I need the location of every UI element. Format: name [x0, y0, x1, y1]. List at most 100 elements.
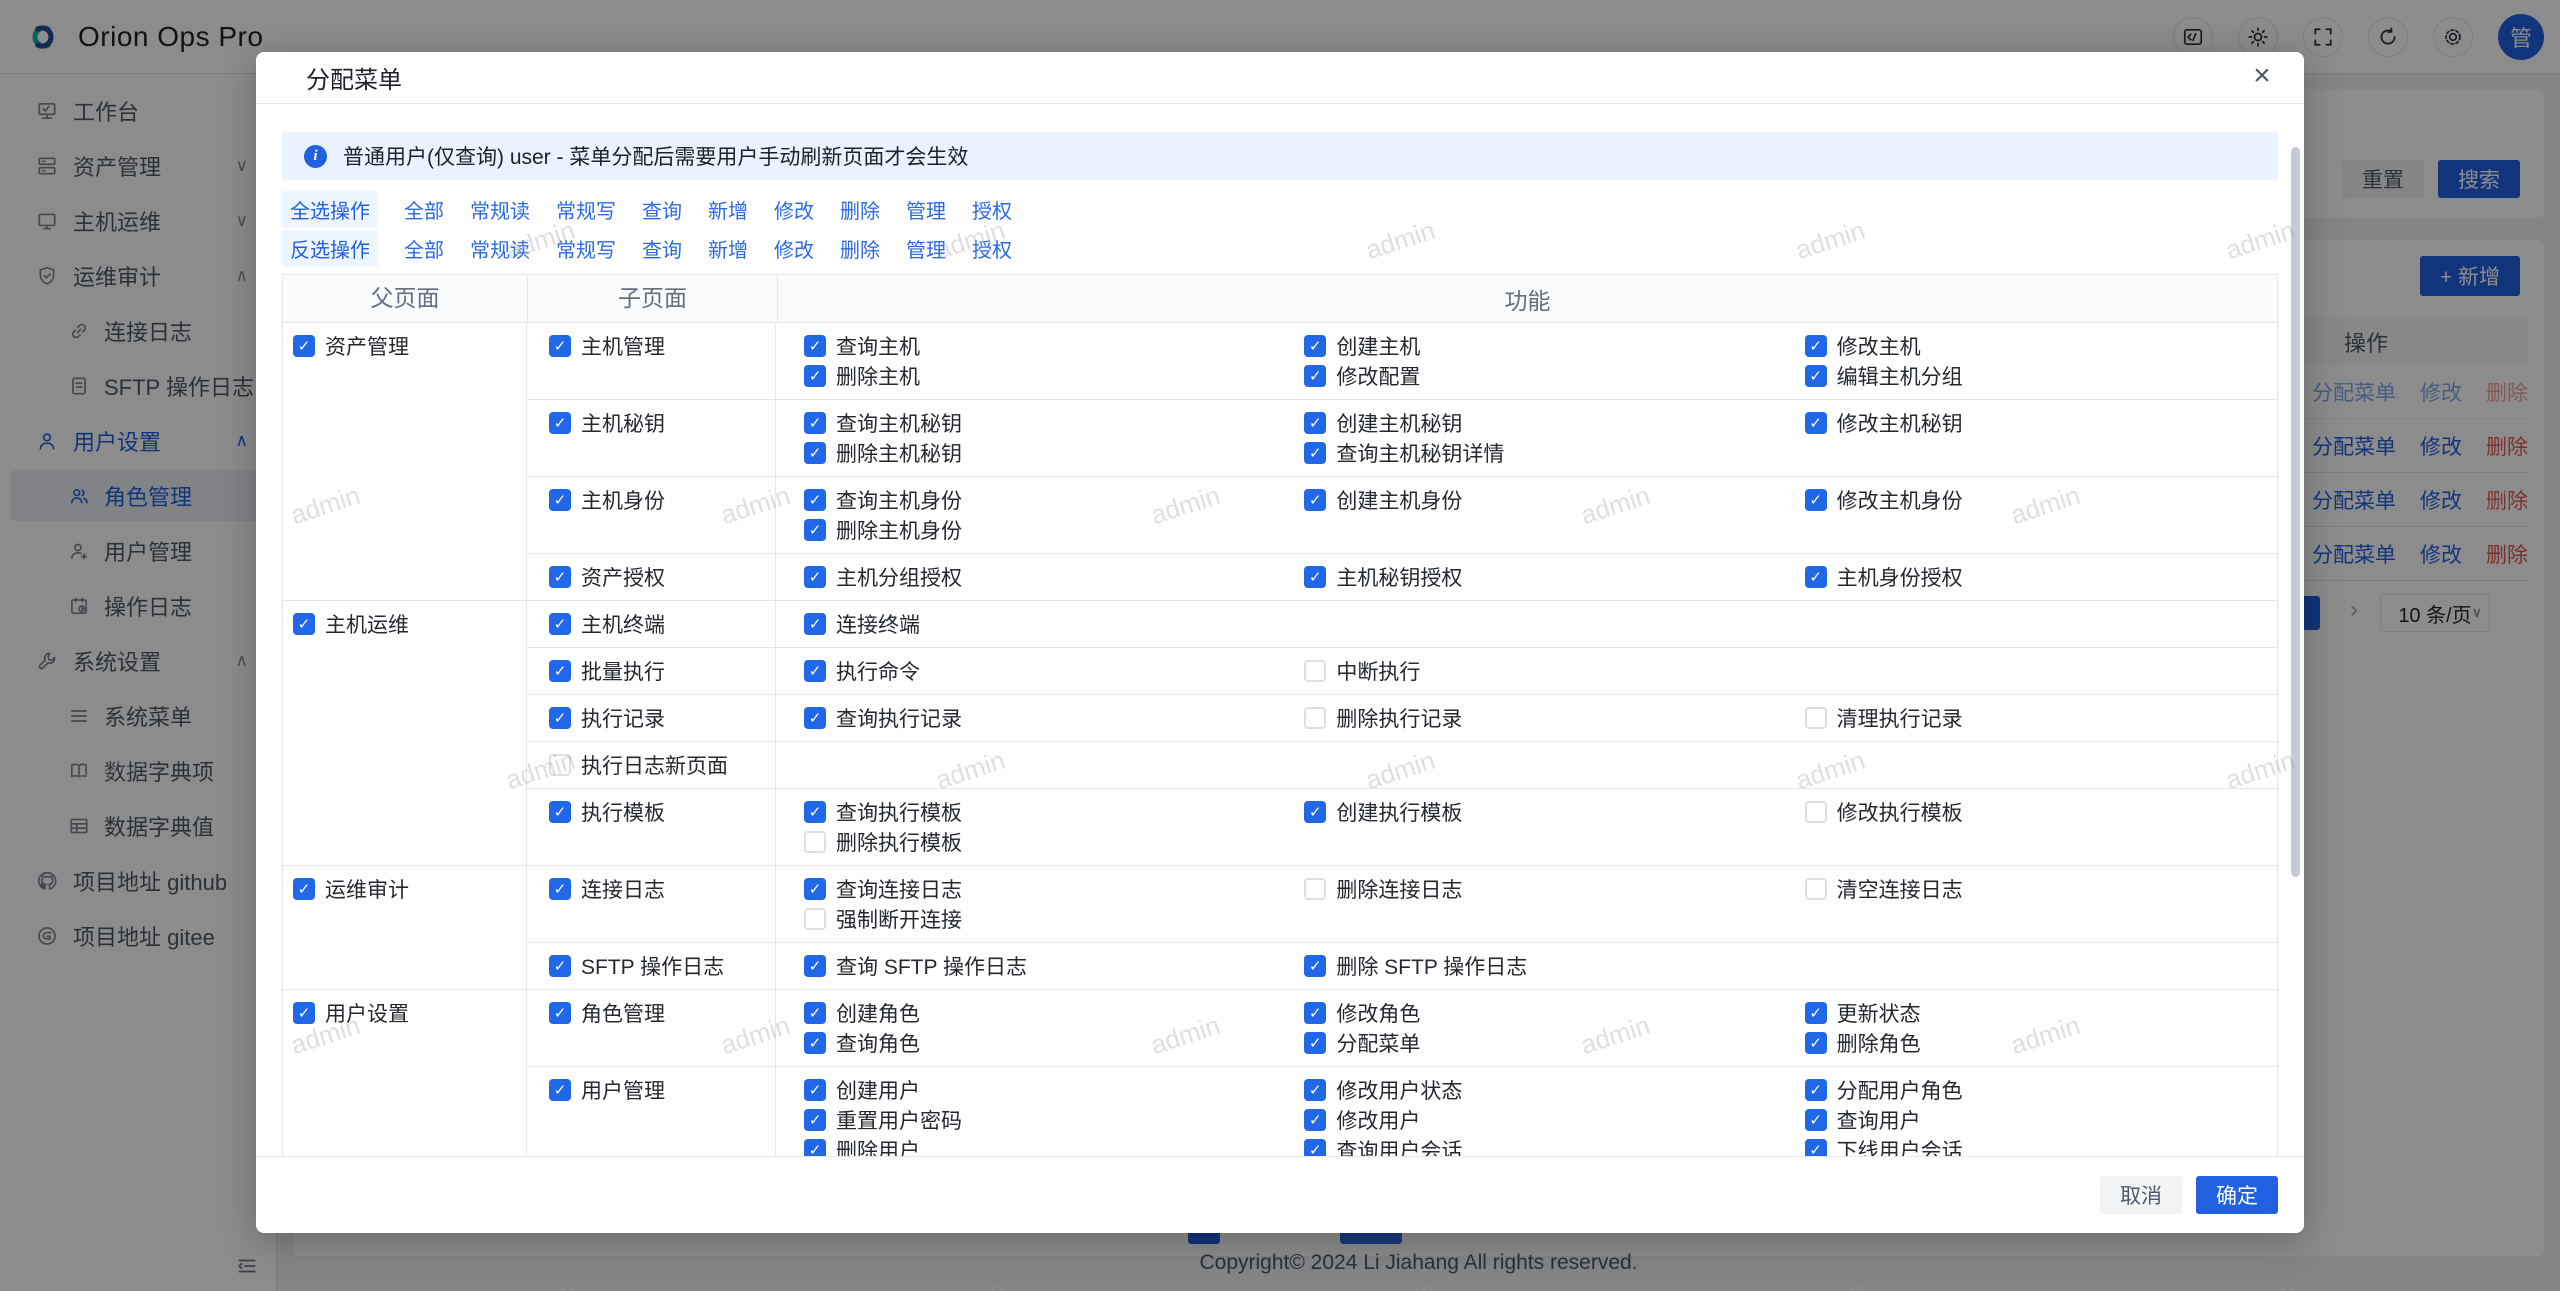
invert-ops-link[interactable]: 反选操作 — [282, 229, 378, 267]
checkbox[interactable]: ✓ — [804, 660, 826, 682]
sidebar-item[interactable]: 角色管理 — [0, 468, 276, 523]
checkbox[interactable]: ✓ — [1804, 1079, 1827, 1101]
add-button[interactable]: + 新增 — [2419, 256, 2520, 296]
checkbox[interactable]: ✓ — [1804, 707, 1827, 729]
checkbox[interactable]: ✓ — [1804, 1032, 1827, 1054]
checkbox[interactable]: ✓ — [293, 335, 315, 357]
checkbox[interactable]: ✓ — [1804, 878, 1827, 900]
checkbox[interactable]: ✓ — [804, 1032, 826, 1054]
checkbox[interactable]: ✓ — [549, 754, 571, 776]
checkbox[interactable]: ✓ — [804, 1002, 826, 1024]
delete-link[interactable]: 删除 — [2486, 543, 2528, 567]
checkbox[interactable]: ✓ — [804, 519, 826, 541]
checkbox[interactable]: ✓ — [549, 660, 571, 682]
edit-link[interactable]: 修改 — [2420, 435, 2462, 459]
edit-link[interactable]: 修改 — [2420, 381, 2462, 405]
checkbox[interactable]: ✓ — [549, 335, 571, 357]
sidebar-item[interactable]: 项目地址 github — [0, 853, 276, 908]
filter-link[interactable]: 全部 — [404, 239, 444, 262]
checkbox[interactable]: ✓ — [549, 878, 571, 900]
delete-link[interactable]: 删除 — [2486, 381, 2528, 405]
filter-link[interactable]: 修改 — [774, 200, 814, 223]
checkbox[interactable]: ✓ — [1304, 1109, 1327, 1131]
modal-scrollbar[interactable] — [2291, 147, 2300, 877]
checkbox[interactable]: ✓ — [549, 955, 571, 977]
checkbox[interactable]: ✓ — [804, 1139, 826, 1156]
edit-link[interactable]: 修改 — [2420, 489, 2462, 513]
checkbox[interactable]: ✓ — [804, 1079, 826, 1101]
filter-link[interactable]: 新增 — [708, 239, 748, 262]
sidebar-item[interactable]: 数据字典项 — [0, 743, 276, 798]
sidebar-item[interactable]: 数据字典值 — [0, 798, 276, 853]
edit-link[interactable]: 修改 — [2420, 543, 2462, 567]
checkbox[interactable]: ✓ — [1304, 442, 1327, 464]
avatar[interactable]: 管 — [2498, 13, 2544, 60]
checkbox[interactable]: ✓ — [1304, 365, 1327, 387]
checkbox[interactable]: ✓ — [1804, 412, 1827, 434]
assign-menu-link[interactable]: 分配菜单 — [2312, 489, 2396, 513]
sidebar-item[interactable]: 用户设置 ∧ — [0, 413, 276, 468]
fullscreen-button[interactable] — [2303, 16, 2343, 57]
checkbox[interactable]: ✓ — [1304, 489, 1327, 511]
search-button[interactable]: 搜索 — [2438, 160, 2520, 198]
checkbox[interactable]: ✓ — [1804, 566, 1827, 588]
checkbox[interactable]: ✓ — [1304, 878, 1327, 900]
checkbox[interactable]: ✓ — [1804, 335, 1827, 357]
sidebar-item[interactable]: 资产管理 ∨ — [0, 138, 276, 193]
filter-link[interactable]: 常规写 — [556, 239, 616, 262]
sidebar-item[interactable]: 工作台 — [0, 83, 276, 138]
checkbox[interactable]: ✓ — [1804, 1002, 1827, 1024]
checkbox[interactable]: ✓ — [1304, 707, 1327, 729]
checkbox[interactable]: ✓ — [804, 955, 826, 977]
checkbox[interactable]: ✓ — [804, 412, 826, 434]
checkbox[interactable]: ✓ — [1804, 1109, 1827, 1131]
checkbox[interactable]: ✓ — [804, 365, 826, 387]
checkbox[interactable]: ✓ — [1304, 1139, 1327, 1156]
sidebar-item[interactable]: 系统设置 ∧ — [0, 633, 276, 688]
select-all-ops-link[interactable]: 全选操作 — [282, 190, 378, 228]
filter-link[interactable]: 修改 — [774, 239, 814, 262]
filter-link[interactable]: 删除 — [840, 239, 880, 262]
checkbox[interactable]: ✓ — [293, 613, 315, 635]
checkbox[interactable]: ✓ — [804, 831, 826, 853]
sidebar-item[interactable]: 主机运维 ∨ — [0, 193, 276, 248]
filter-link[interactable]: 查询 — [642, 200, 682, 223]
sidebar-item[interactable]: 项目地址 gitee — [0, 908, 276, 963]
settings-button[interactable] — [2433, 16, 2473, 57]
checkbox[interactable]: ✓ — [549, 566, 571, 588]
filter-link[interactable]: 常规写 — [556, 200, 616, 223]
collapse-sidebar-icon[interactable] — [236, 1255, 258, 1277]
confirm-button[interactable]: 确定 — [2196, 1176, 2278, 1214]
refresh-button[interactable] — [2368, 16, 2408, 57]
assign-menu-link[interactable]: 分配菜单 — [2312, 381, 2396, 405]
checkbox[interactable]: ✓ — [549, 613, 571, 635]
checkbox[interactable]: ✓ — [549, 412, 571, 434]
checkbox[interactable]: ✓ — [1304, 566, 1327, 588]
page-size-select[interactable]: 10 条/页 — [2380, 594, 2490, 632]
checkbox[interactable]: ✓ — [804, 442, 826, 464]
checkbox[interactable]: ✓ — [1804, 801, 1827, 823]
checkbox[interactable]: ✓ — [1804, 489, 1827, 511]
checkbox[interactable]: ✓ — [293, 1002, 315, 1024]
sidebar-item[interactable]: SFTP 操作日志 — [0, 358, 276, 413]
checkbox[interactable]: ✓ — [549, 1002, 571, 1024]
checkbox[interactable]: ✓ — [549, 801, 571, 823]
delete-link[interactable]: 删除 — [2486, 489, 2528, 513]
checkbox[interactable]: ✓ — [804, 566, 826, 588]
code-button[interactable] — [2173, 16, 2213, 57]
checkbox[interactable]: ✓ — [804, 489, 826, 511]
filter-link[interactable]: 授权 — [972, 200, 1012, 223]
sidebar-item[interactable]: 连接日志 — [0, 303, 276, 358]
filter-link[interactable]: 管理 — [906, 239, 946, 262]
checkbox[interactable]: ✓ — [1304, 1002, 1327, 1024]
checkbox[interactable]: ✓ — [1304, 660, 1327, 682]
filter-link[interactable]: 授权 — [972, 239, 1012, 262]
checkbox[interactable]: ✓ — [804, 801, 826, 823]
checkbox[interactable]: ✓ — [1304, 801, 1327, 823]
delete-link[interactable]: 删除 — [2486, 435, 2528, 459]
filter-link[interactable]: 查询 — [642, 239, 682, 262]
sidebar-item[interactable]: 用户管理 — [0, 523, 276, 578]
checkbox[interactable]: ✓ — [1304, 335, 1327, 357]
close-icon[interactable]: × — [2253, 59, 2271, 92]
checkbox[interactable]: ✓ — [804, 878, 826, 900]
